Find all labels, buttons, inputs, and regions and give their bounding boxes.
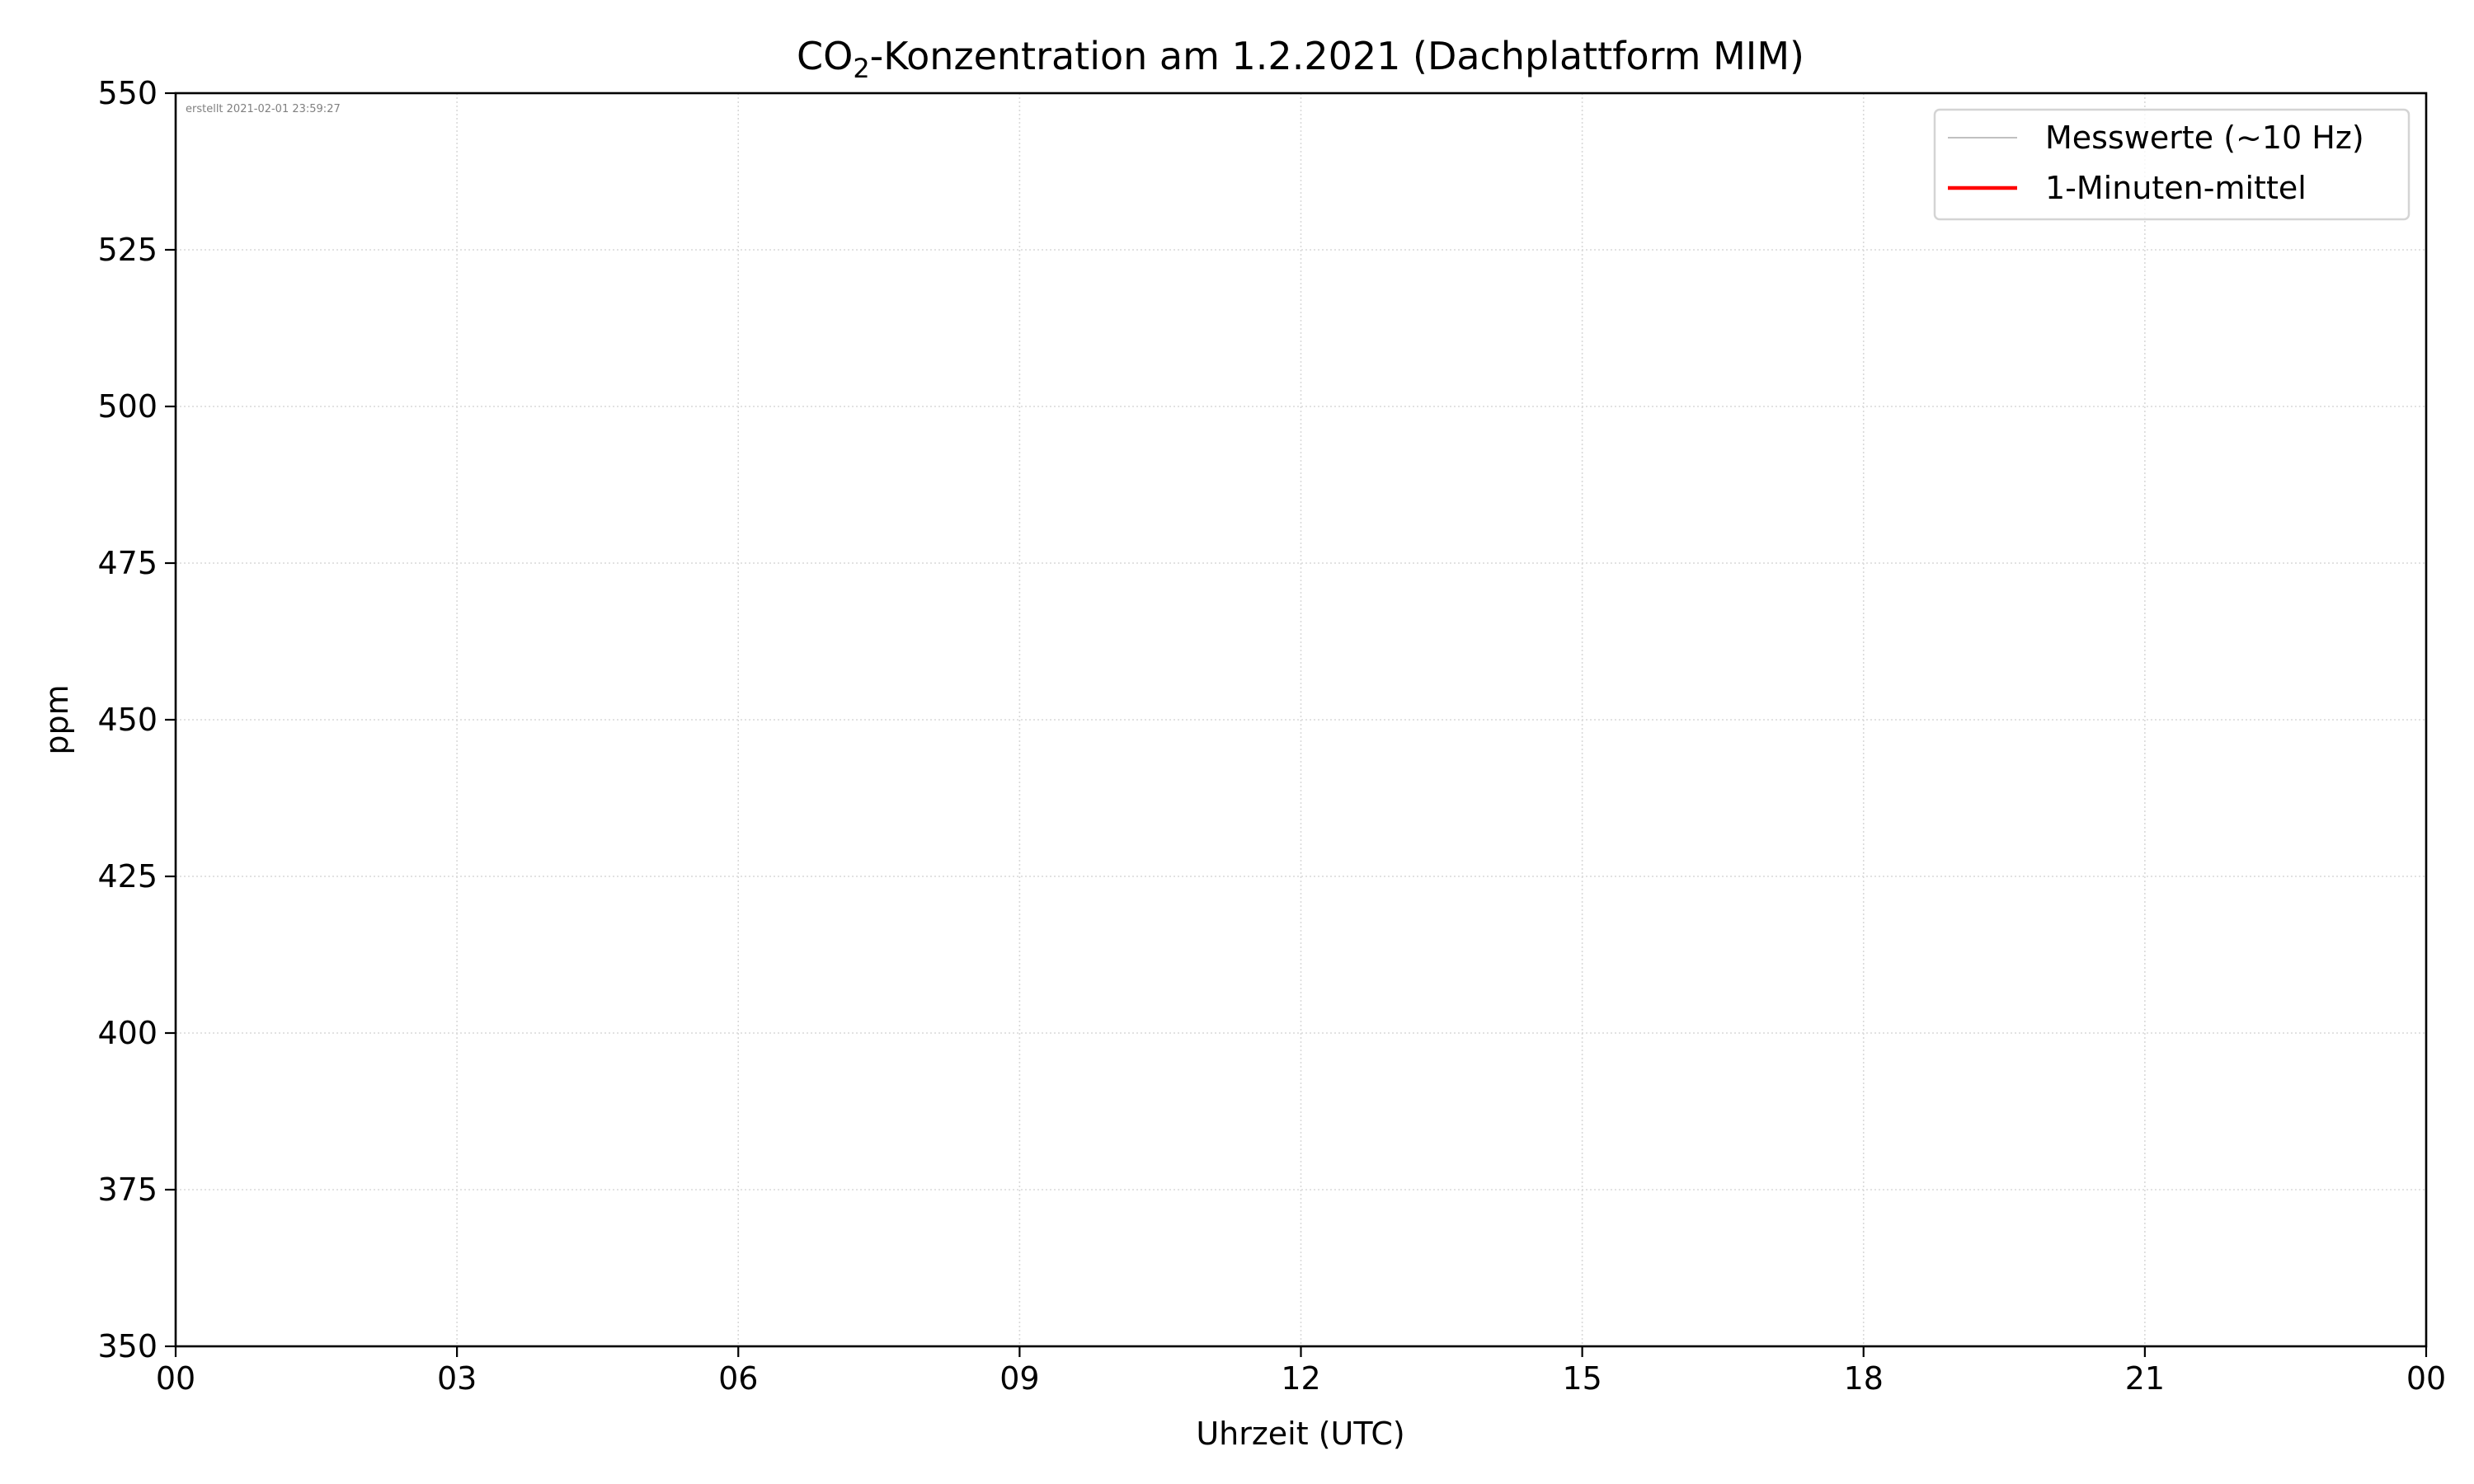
x-tick-label: 00 [156,1360,195,1397]
y-tick-label: 500 [97,388,158,425]
y-tick-label: 450 [97,702,158,738]
y-tick-label: 525 [97,232,158,268]
legend-label-minutenmittel: 1-Minuten-mittel [2045,170,2307,206]
grid [175,92,2427,1347]
chart-title: CO2-Konzentration am 1.2.2021 (Dachplatt… [797,34,1804,84]
x-tick-label: 15 [1562,1360,1602,1397]
creation-timestamp: erstellt 2021-02-01 23:59:27 [186,103,341,115]
x-axis: 00 03 06 09 12 15 18 21 00 [156,1346,2446,1397]
x-tick-label: 18 [1844,1360,1884,1397]
x-axis-label: Uhrzeit (UTC) [1196,1416,1404,1452]
x-tick-label: 06 [718,1360,758,1397]
legend-box [1933,108,2411,221]
x-tick-label: 12 [1281,1360,1320,1397]
x-tick-label: 09 [999,1360,1039,1397]
legend: Messwerte (~10 Hz) 1-Minuten-mittel [1933,108,2411,221]
legend-label-messwerte: Messwerte (~10 Hz) [2045,120,2364,156]
y-tick-label: 400 [97,1015,158,1051]
x-tick-label: 03 [437,1360,477,1397]
x-tick-label: 00 [2406,1360,2446,1397]
x-tick-label: 21 [2125,1360,2165,1397]
y-tick-label: 425 [97,858,158,895]
y-axis: 350 375 400 425 450 475 500 525 550 [97,75,176,1364]
y-tick-label: 550 [97,75,158,111]
y-axis-label: ppm [39,684,75,754]
y-tick-label: 475 [97,545,158,581]
y-tick-label: 350 [97,1328,158,1364]
y-tick-label: 375 [97,1172,158,1208]
